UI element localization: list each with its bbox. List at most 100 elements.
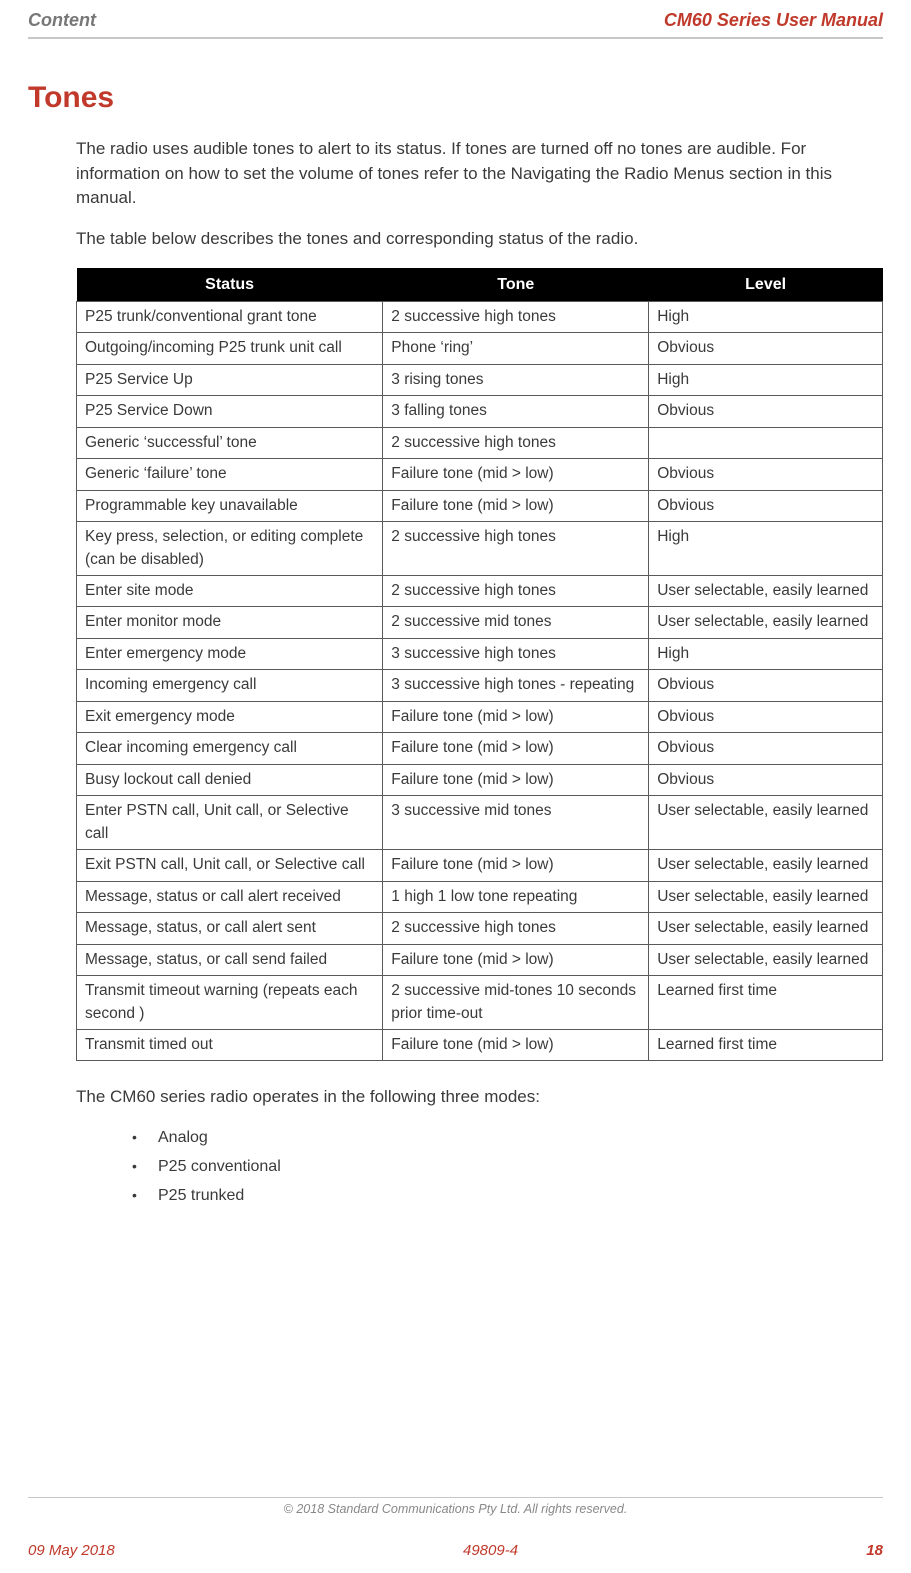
cell-status: Key press, selection, or editing complet… <box>77 522 383 576</box>
cell-status: Enter PSTN call, Unit call, or Selective… <box>77 796 383 850</box>
table-row: Transmit timed outFailure tone (mid > lo… <box>77 1030 883 1061</box>
section-title: Tones <box>28 81 883 115</box>
cell-tone: Failure tone (mid > low) <box>383 1030 649 1061</box>
table-row: Clear incoming emergency callFailure ton… <box>77 733 883 764</box>
cell-level: User selectable, easily learned <box>649 881 883 912</box>
cell-tone: 1 high 1 low tone repeating <box>383 881 649 912</box>
cell-level: Obvious <box>649 490 883 521</box>
cell-tone: 2 successive high tones <box>383 301 649 332</box>
cell-tone: 3 successive mid tones <box>383 796 649 850</box>
list-item: P25 conventional <box>124 1155 883 1178</box>
cell-status: Exit emergency mode <box>77 701 383 732</box>
col-header-status: Status <box>77 268 383 302</box>
table-row: Message, status, or call alert sent2 suc… <box>77 913 883 944</box>
table-row: P25 trunk/conventional grant tone2 succe… <box>77 301 883 332</box>
cell-status: Enter site mode <box>77 575 383 606</box>
cell-level: Obvious <box>649 733 883 764</box>
table-body: P25 trunk/conventional grant tone2 succe… <box>77 301 883 1061</box>
cell-level: Obvious <box>649 333 883 364</box>
cell-status: P25 trunk/conventional grant tone <box>77 301 383 332</box>
cell-tone: Failure tone (mid > low) <box>383 733 649 764</box>
table-row: Outgoing/incoming P25 trunk unit callPho… <box>77 333 883 364</box>
cell-level: High <box>649 522 883 576</box>
cell-tone: Failure tone (mid > low) <box>383 850 649 881</box>
cell-level: Obvious <box>649 459 883 490</box>
table-row: Enter PSTN call, Unit call, or Selective… <box>77 796 883 850</box>
modes-intro: The CM60 series radio operates in the fo… <box>76 1085 883 1110</box>
table-row: Incoming emergency call3 successive high… <box>77 670 883 701</box>
footer-copyright: © 2018 Standard Communications Pty Ltd. … <box>28 1497 883 1516</box>
page-header: Content CM60 Series User Manual <box>28 10 883 31</box>
cell-status: P25 Service Up <box>77 364 383 395</box>
cell-status: Transmit timed out <box>77 1030 383 1061</box>
table-row: P25 Service Up3 rising tonesHigh <box>77 364 883 395</box>
cell-tone: 3 successive high tones - repeating <box>383 670 649 701</box>
cell-status: Outgoing/incoming P25 trunk unit call <box>77 333 383 364</box>
footer-date: 09 May 2018 <box>28 1542 115 1559</box>
cell-tone: Failure tone (mid > low) <box>383 490 649 521</box>
cell-level: Obvious <box>649 701 883 732</box>
table-row: Exit emergency modeFailure tone (mid > l… <box>77 701 883 732</box>
cell-status: P25 Service Down <box>77 396 383 427</box>
table-row: Message, status or call alert received1 … <box>77 881 883 912</box>
cell-level: User selectable, easily learned <box>649 796 883 850</box>
cell-status: Generic ‘failure’ tone <box>77 459 383 490</box>
modes-list: Analog P25 conventional P25 trunked <box>124 1126 883 1208</box>
table-row: P25 Service Down3 falling tonesObvious <box>77 396 883 427</box>
cell-level: High <box>649 364 883 395</box>
table-row: Enter monitor mode2 successive mid tones… <box>77 607 883 638</box>
cell-status: Message, status, or call alert sent <box>77 913 383 944</box>
cell-status: Programmable key unavailable <box>77 490 383 521</box>
col-header-tone: Tone <box>383 268 649 302</box>
header-section-name: Content <box>28 10 96 31</box>
table-row: Busy lockout call deniedFailure tone (mi… <box>77 764 883 795</box>
cell-status: Exit PSTN call, Unit call, or Selective … <box>77 850 383 881</box>
table-row: Generic ‘successful’ tone2 successive hi… <box>77 427 883 458</box>
cell-level: User selectable, easily learned <box>649 575 883 606</box>
list-item: P25 trunked <box>124 1184 883 1207</box>
cell-status: Generic ‘successful’ tone <box>77 427 383 458</box>
cell-status: Message, status or call alert received <box>77 881 383 912</box>
cell-status: Busy lockout call denied <box>77 764 383 795</box>
cell-level <box>649 427 883 458</box>
cell-level: Learned first time <box>649 1030 883 1061</box>
footer-meta-row: 09 May 2018 49809-4 18 <box>28 1542 883 1559</box>
cell-tone: 3 falling tones <box>383 396 649 427</box>
cell-level: High <box>649 638 883 669</box>
cell-level: High <box>649 301 883 332</box>
cell-tone: 3 rising tones <box>383 364 649 395</box>
cell-status: Clear incoming emergency call <box>77 733 383 764</box>
table-head: Status Tone Level <box>77 268 883 302</box>
table-row: Transmit timeout warning (repeats each s… <box>77 976 883 1030</box>
cell-tone: 2 successive high tones <box>383 522 649 576</box>
cell-status: Incoming emergency call <box>77 670 383 701</box>
footer-page-number: 18 <box>866 1542 883 1559</box>
cell-level: Obvious <box>649 670 883 701</box>
table-row: Generic ‘failure’ toneFailure tone (mid … <box>77 459 883 490</box>
cell-level: User selectable, easily learned <box>649 850 883 881</box>
header-doc-title: CM60 Series User Manual <box>664 10 883 31</box>
cell-tone: Failure tone (mid > low) <box>383 764 649 795</box>
table-row: Message, status, or call send failedFail… <box>77 944 883 975</box>
cell-status: Message, status, or call send failed <box>77 944 383 975</box>
tones-table: Status Tone Level P25 trunk/conventional… <box>76 268 883 1062</box>
table-row: Exit PSTN call, Unit call, or Selective … <box>77 850 883 881</box>
cell-status: Enter emergency mode <box>77 638 383 669</box>
footer-docnum: 49809-4 <box>463 1542 518 1559</box>
cell-tone: Failure tone (mid > low) <box>383 459 649 490</box>
cell-level: Obvious <box>649 764 883 795</box>
cell-tone: Phone ‘ring’ <box>383 333 649 364</box>
header-rule <box>28 37 883 39</box>
body-content: The radio uses audible tones to alert to… <box>76 137 883 1208</box>
table-row: Programmable key unavailableFailure tone… <box>77 490 883 521</box>
page-footer: © 2018 Standard Communications Pty Ltd. … <box>28 1497 883 1559</box>
document-page: Content CM60 Series User Manual Tones Th… <box>0 0 911 1573</box>
cell-level: User selectable, easily learned <box>649 944 883 975</box>
cell-tone: Failure tone (mid > low) <box>383 944 649 975</box>
cell-level: Obvious <box>649 396 883 427</box>
intro-paragraph-1: The radio uses audible tones to alert to… <box>76 137 883 211</box>
cell-tone: 3 successive high tones <box>383 638 649 669</box>
list-item: Analog <box>124 1126 883 1149</box>
table-row: Enter emergency mode3 successive high to… <box>77 638 883 669</box>
cell-level: Learned first time <box>649 976 883 1030</box>
